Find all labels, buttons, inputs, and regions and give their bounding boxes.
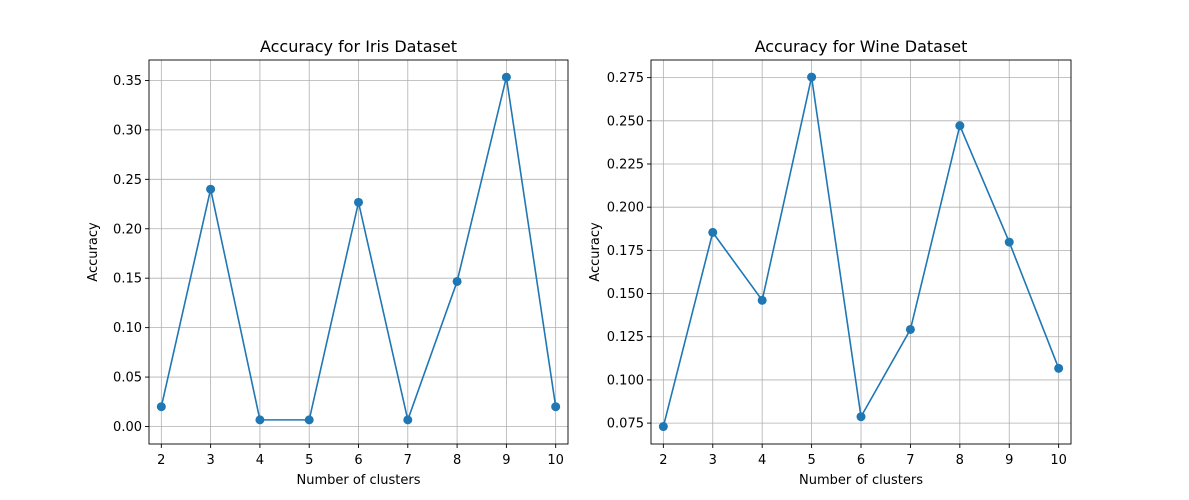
wine-x-tick-label-6: 8 <box>956 453 964 468</box>
iris-data-point-4 <box>255 415 265 425</box>
wine-x-axis-label: Number of clusters <box>799 473 923 488</box>
wine-y-axis-label: Accuracy <box>588 222 603 282</box>
wine-y-tick-label-4: 0.175 <box>607 244 644 259</box>
iris-x-axis-label: Number of clusters <box>296 473 420 488</box>
iris-x-tick-label-5: 7 <box>404 453 412 468</box>
wine-x-tick-label-1: 3 <box>709 453 717 468</box>
iris-y-tick-label-2: 0.10 <box>113 321 142 336</box>
wine-y-tick-label-6: 0.225 <box>607 157 644 172</box>
iris-x-tick-label-6: 8 <box>453 453 461 468</box>
wine-data-point-6 <box>856 412 866 422</box>
iris-y-tick-label-3: 0.15 <box>113 272 142 287</box>
iris-data-point-2 <box>156 402 166 412</box>
wine-x-tick-label-5: 7 <box>906 453 914 468</box>
iris-data-point-7 <box>403 415 413 425</box>
iris-data-point-5 <box>304 415 314 425</box>
wine-y-tick-label-8: 0.275 <box>607 71 644 86</box>
iris-y-tick-label-0: 0.00 <box>113 420 142 435</box>
wine-data-point-10 <box>1054 363 1064 373</box>
iris-y-tick-label-5: 0.25 <box>113 173 142 188</box>
iris-y-tick-label-1: 0.05 <box>113 371 142 386</box>
iris-x-tick-label-2: 4 <box>256 453 264 468</box>
wine-y-tick-label-5: 0.200 <box>607 201 644 216</box>
iris-x-tick-label-0: 2 <box>157 453 165 468</box>
wine-y-tick-label-0: 0.075 <box>607 417 644 432</box>
wine-data-point-8 <box>955 121 965 131</box>
wine-data-point-7 <box>905 324 915 334</box>
iris-data-point-9 <box>501 72 511 82</box>
wine-chart-title: Accuracy for Wine Dataset <box>755 37 968 56</box>
wine-data-point-3 <box>708 227 718 237</box>
wine-y-tick-label-1: 0.100 <box>607 373 644 388</box>
wine-data-point-4 <box>757 295 767 305</box>
wine-x-tick-label-0: 2 <box>659 453 667 468</box>
wine-x-tick-label-7: 9 <box>1005 453 1013 468</box>
iris-chart-title: Accuracy for Iris Dataset <box>260 37 457 56</box>
iris-data-point-10 <box>551 402 561 412</box>
iris-x-tick-label-4: 6 <box>354 453 362 468</box>
iris-x-tick-label-1: 3 <box>206 453 214 468</box>
wine-y-tick-label-7: 0.250 <box>607 114 644 129</box>
iris-accuracy-chart: 2 3 4 5 6 7 8 9 10 0.00 0.05 0.10 0.15 0.20 0.25 0.30 0.… <box>86 37 569 488</box>
wine-y-tick-label-3: 0.150 <box>607 287 644 302</box>
wine-x-tick-label-4: 6 <box>857 453 865 468</box>
iris-x-tick-label-7: 9 <box>502 453 510 468</box>
wine-x-tick-label-8: 10 <box>1050 453 1067 468</box>
iris-data-point-3 <box>206 184 216 194</box>
iris-y-tick-label-7: 0.35 <box>113 74 142 89</box>
wine-data-point-9 <box>1004 237 1014 247</box>
wine-accuracy-chart: 2 3 4 5 6 7 8 9 10 0.075 0.100 0.125 0.150 0.175 0.200… <box>588 37 1072 488</box>
iris-data-point-6 <box>354 197 363 207</box>
wine-x-tick-label-2: 4 <box>758 453 766 468</box>
iris-y-tick-label-6: 0.30 <box>113 123 142 138</box>
iris-x-tick-label-8: 10 <box>547 453 564 468</box>
wine-data-point-2 <box>658 422 668 432</box>
iris-y-tick-label-4: 0.20 <box>113 222 142 237</box>
wine-x-tick-label-3: 5 <box>807 453 815 468</box>
iris-y-axis-label: Accuracy <box>86 222 101 282</box>
wine-y-tick-label-2: 0.125 <box>607 330 644 345</box>
iris-data-point-8 <box>452 276 462 286</box>
wine-data-point-5 <box>807 72 817 82</box>
iris-x-tick-label-3: 5 <box>305 453 313 468</box>
